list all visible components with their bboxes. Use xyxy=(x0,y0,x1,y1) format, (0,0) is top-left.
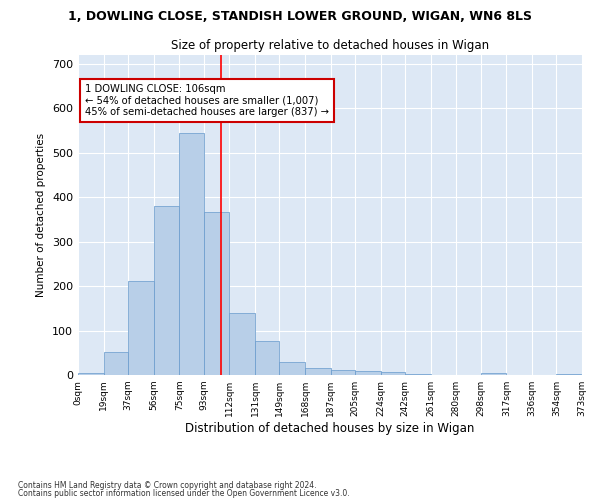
Bar xyxy=(78,373,104,375)
Bar xyxy=(255,341,280,375)
Text: Contains HM Land Registry data © Crown copyright and database right 2024.: Contains HM Land Registry data © Crown c… xyxy=(18,480,317,490)
Text: 1, DOWLING CLOSE, STANDISH LOWER GROUND, WIGAN, WN6 8LS: 1, DOWLING CLOSE, STANDISH LOWER GROUND,… xyxy=(68,10,532,23)
Bar xyxy=(104,352,128,375)
Bar xyxy=(380,372,405,375)
Text: Contains public sector information licensed under the Open Government Licence v3: Contains public sector information licen… xyxy=(18,489,350,498)
Bar xyxy=(280,362,305,375)
Bar xyxy=(481,373,506,375)
Bar xyxy=(179,133,203,375)
Bar xyxy=(405,374,431,375)
Bar xyxy=(229,313,255,375)
Bar xyxy=(128,281,154,375)
Bar xyxy=(203,212,229,375)
Bar xyxy=(331,370,355,375)
Bar xyxy=(154,206,179,375)
Y-axis label: Number of detached properties: Number of detached properties xyxy=(37,133,46,297)
Title: Size of property relative to detached houses in Wigan: Size of property relative to detached ho… xyxy=(171,40,489,52)
X-axis label: Distribution of detached houses by size in Wigan: Distribution of detached houses by size … xyxy=(185,422,475,435)
Bar xyxy=(556,374,581,375)
Bar xyxy=(355,372,380,375)
Text: 1 DOWLING CLOSE: 106sqm
← 54% of detached houses are smaller (1,007)
45% of semi: 1 DOWLING CLOSE: 106sqm ← 54% of detache… xyxy=(85,84,329,117)
Bar xyxy=(305,368,331,375)
